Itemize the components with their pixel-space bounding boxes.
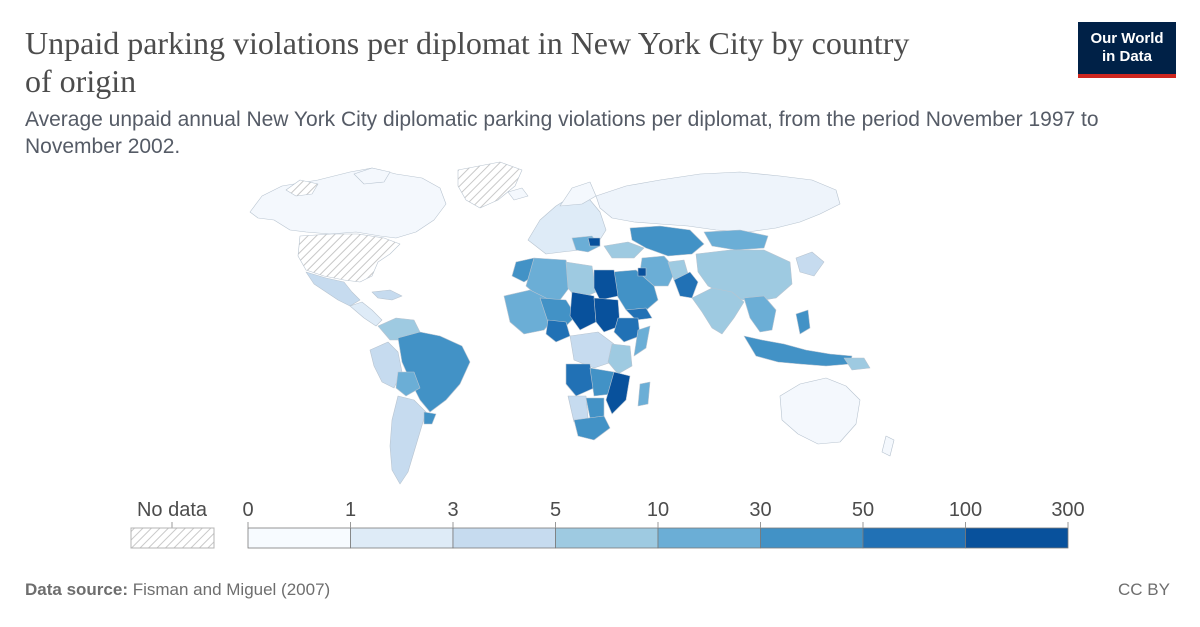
legend-bin[interactable] — [657, 527, 761, 549]
region-argentina[interactable] — [389, 395, 427, 485]
region-chad[interactable] — [569, 291, 597, 331]
legend-no-data-swatch[interactable] — [130, 527, 215, 549]
legend-bin[interactable] — [760, 527, 864, 549]
region-mexico[interactable] — [305, 271, 361, 307]
region-kenya-tanzania[interactable] — [607, 343, 633, 375]
region-kuwait[interactable] — [637, 267, 647, 277]
region-turkey[interactable] — [603, 241, 645, 259]
region-bulgaria[interactable] — [587, 237, 601, 247]
legend-bins — [247, 527, 1069, 549]
legend-bin[interactable] — [965, 527, 1069, 549]
legend-tick-label: 100 — [949, 499, 982, 521]
region-russia[interactable] — [595, 171, 841, 233]
world-map[interactable] — [0, 0, 1200, 500]
legend-tick-label: 10 — [647, 499, 669, 521]
chart-subtitle: Average unpaid annual New York City dipl… — [25, 108, 1099, 158]
legend-tick-label: 300 — [1051, 499, 1084, 521]
region-philippines[interactable] — [795, 309, 811, 335]
legend: No data 0 1 3 5 10 30 50 100 300 — [130, 499, 1085, 549]
region-pakistan[interactable] — [673, 271, 699, 299]
data-source-link[interactable]: Fisman and Miguel (2007) — [132, 580, 331, 599]
data-source-label: Data source: — [25, 580, 128, 599]
region-caribbean[interactable] — [371, 289, 403, 301]
legend-tick-label: 3 — [447, 499, 458, 521]
region-mali-niger[interactable] — [539, 297, 577, 327]
region-united-states[interactable] — [297, 233, 401, 283]
region-scandinavia[interactable] — [559, 181, 597, 207]
logo-line-1: Our World — [1090, 30, 1164, 47]
region-south-africa[interactable] — [573, 415, 611, 441]
region-mongolia[interactable] — [703, 229, 769, 251]
region-egypt[interactable] — [593, 269, 619, 301]
legend-bin[interactable] — [862, 527, 966, 549]
region-uruguay[interactable] — [423, 411, 437, 425]
legend-tick-label: 5 — [550, 499, 561, 521]
legend-tick-label: 0 — [242, 499, 253, 521]
logo-line-2: in Data — [1101, 48, 1152, 65]
data-source: Data source: Fisman and Miguel (2007) — [25, 580, 330, 600]
region-mozambique[interactable] — [605, 371, 631, 415]
legend-bin[interactable] — [452, 527, 556, 549]
region-yemen[interactable] — [625, 307, 653, 321]
chart-title: Unpaid parking violations per diplomat i… — [25, 25, 910, 99]
license-link[interactable]: CC BY — [1118, 580, 1170, 599]
region-korea-japan[interactable] — [795, 251, 825, 277]
region-greenland[interactable] — [457, 161, 523, 209]
legend-bin[interactable] — [555, 527, 659, 549]
legend-tick-label: 50 — [852, 499, 874, 521]
region-southeast-asia[interactable] — [743, 295, 777, 333]
legend-bin[interactable] — [247, 527, 351, 549]
owid-logo[interactable]: Our World in Data — [1078, 22, 1176, 78]
region-china[interactable] — [695, 249, 793, 303]
legend-no-data-label: No data — [137, 499, 208, 521]
region-kazakhstan[interactable] — [629, 225, 705, 257]
region-india[interactable] — [691, 287, 745, 335]
legend-bin[interactable] — [350, 527, 454, 549]
region-papua[interactable] — [843, 357, 871, 371]
region-iceland[interactable] — [507, 187, 529, 201]
region-ethiopia[interactable] — [613, 317, 641, 343]
region-australia[interactable] — [779, 377, 861, 445]
region-bolivia[interactable] — [395, 371, 421, 397]
region-new-zealand[interactable] — [881, 435, 895, 457]
legend-tick-label: 30 — [749, 499, 771, 521]
region-sudan[interactable] — [593, 297, 621, 333]
region-somalia[interactable] — [633, 325, 651, 357]
region-arctic-island-2[interactable] — [353, 167, 391, 185]
legend-tick-label: 1 — [345, 499, 356, 521]
region-angola[interactable] — [565, 363, 595, 397]
region-arctic-islands[interactable] — [285, 179, 319, 197]
region-central-america[interactable] — [349, 301, 383, 327]
region-madagascar[interactable] — [637, 381, 651, 407]
legend-labels: 0 1 3 5 10 30 50 100 300 — [242, 499, 1085, 528]
region-nigeria[interactable] — [545, 319, 571, 343]
